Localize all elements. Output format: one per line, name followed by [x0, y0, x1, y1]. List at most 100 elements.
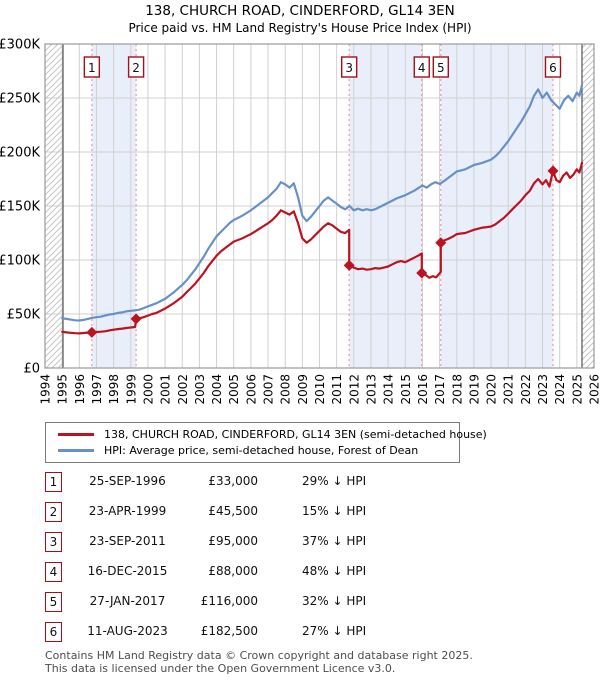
svg-text:2022: 2022 [519, 374, 533, 405]
transaction-vs-hpi: 37% ↓ HPI [302, 534, 367, 548]
svg-text:2007: 2007 [262, 374, 276, 405]
transaction-row: 1 25-SEP-1996 £33,000 29% ↓ HPI [45, 471, 565, 501]
transaction-vs-hpi: 27% ↓ HPI [302, 624, 367, 638]
svg-text:4: 4 [418, 61, 426, 75]
svg-text:2013: 2013 [364, 374, 378, 405]
transaction-date: 23-SEP-2011 [89, 534, 166, 548]
transaction-price: £33,000 [208, 474, 258, 488]
transaction-row: 6 11-AUG-2023 £182,500 27% ↓ HPI [45, 621, 565, 651]
transaction-date: 23-APR-1999 [88, 504, 167, 518]
transaction-date: 27-JAN-2017 [89, 594, 166, 608]
transaction-number-badge: 6 [45, 622, 62, 642]
transaction-price: £95,000 [208, 534, 258, 548]
no-data-hatch [45, 44, 594, 368]
legend: 138, CHURCH ROAD, CINDERFORD, GL14 3EN (… [45, 422, 487, 463]
footer-line-1: Contains HM Land Registry data © Crown c… [45, 649, 473, 662]
svg-text:2014: 2014 [382, 374, 396, 405]
legend-property-label: 138, CHURCH ROAD, CINDERFORD, GL14 3EN (… [104, 427, 487, 441]
transaction-vs-hpi: 32% ↓ HPI [302, 594, 367, 608]
transaction-price: £88,000 [208, 564, 258, 578]
svg-text:6: 6 [549, 61, 557, 75]
svg-text:1: 1 [88, 61, 96, 75]
svg-text:£50K: £50K [7, 308, 41, 323]
chart-subtitle: Price paid vs. HM Land Registry's House … [128, 21, 472, 35]
svg-text:2017: 2017 [433, 374, 447, 405]
transaction-price: £182,500 [200, 624, 258, 638]
transaction-row: 2 23-APR-1999 £45,500 15% ↓ HPI [45, 501, 565, 531]
transaction-vs-hpi: 29% ↓ HPI [302, 474, 367, 488]
svg-text:1999: 1999 [124, 374, 138, 405]
svg-text:2026: 2026 [588, 374, 600, 405]
svg-text:£300K: £300K [0, 38, 40, 53]
svg-text:1996: 1996 [73, 374, 87, 405]
transaction-date: 16-DEC-2015 [87, 564, 168, 578]
svg-text:2: 2 [132, 61, 140, 75]
legend-item-hpi: HPI: Average price, semi-detached house,… [46, 442, 459, 458]
plot-area[interactable] [45, 44, 594, 368]
svg-text:2000: 2000 [141, 374, 155, 405]
price-history-chart: 1 2 3 45 6 £0 £50K £100K £150K £200K £250K £300K 199… [0, 38, 600, 405]
svg-text:£200K: £200K [0, 146, 40, 161]
property-price-line [61, 161, 584, 335]
svg-text:2018: 2018 [450, 374, 464, 405]
svg-text:2020: 2020 [485, 374, 499, 405]
svg-text:2004: 2004 [210, 374, 224, 405]
svg-text:2011: 2011 [330, 374, 344, 405]
license-footer: Contains HM Land Registry data © Crown c… [45, 649, 585, 676]
svg-text:1994: 1994 [39, 374, 53, 405]
y-axis-labels: £0 £50K £100K £150K £200K £250K £300K [0, 38, 40, 377]
footer-line-2: This data is licensed under the Open Gov… [45, 661, 396, 675]
transaction-number-badge: 2 [45, 502, 62, 522]
svg-text:2021: 2021 [502, 374, 516, 405]
transaction-vs-hpi: 15% ↓ HPI [302, 504, 367, 518]
svg-text:2024: 2024 [553, 374, 567, 405]
svg-text:£150K: £150K [0, 200, 40, 215]
transactions-table: 1 25-SEP-1996 £33,000 29% ↓ HPI 2 23-APR… [45, 471, 565, 651]
svg-text:2012: 2012 [347, 374, 361, 405]
plot-frame [44, 43, 595, 369]
hpi-line [61, 83, 584, 322]
transaction-price: £116,000 [200, 594, 258, 608]
transaction-date: 11-AUG-2023 [87, 624, 168, 638]
transaction-price: £45,500 [208, 504, 258, 518]
svg-text:£250K: £250K [0, 92, 40, 107]
svg-text:£100K: £100K [0, 254, 40, 269]
svg-text:2025: 2025 [570, 374, 584, 405]
svg-text:5: 5 [437, 61, 445, 75]
svg-text:2003: 2003 [193, 374, 207, 405]
transaction-date: 25-SEP-1996 [89, 474, 166, 488]
svg-text:1995: 1995 [56, 374, 70, 405]
svg-text:2009: 2009 [296, 374, 310, 405]
svg-text:2015: 2015 [399, 374, 413, 405]
svg-text:2019: 2019 [467, 374, 481, 405]
transaction-number-badges: 1 2 3 45 6 [83, 56, 562, 78]
svg-text:2016: 2016 [416, 374, 430, 405]
svg-text:2023: 2023 [536, 374, 550, 405]
x-axis-labels: 1994 1995 1996 1997 1998 1999 2000 2001 2002 2003… [39, 374, 600, 405]
svg-text:2005: 2005 [227, 374, 241, 405]
svg-text:2006: 2006 [244, 374, 258, 405]
sale-points [86, 165, 559, 338]
legend-hpi-label: HPI: Average price, semi-detached house,… [104, 443, 419, 457]
legend-item-property: 138, CHURCH ROAD, CINDERFORD, GL14 3EN (… [46, 426, 487, 442]
svg-text:£0: £0 [23, 362, 40, 377]
svg-text:2010: 2010 [313, 374, 327, 405]
transaction-row: 3 23-SEP-2011 £95,000 37% ↓ HPI [45, 531, 565, 561]
transaction-row: 4 16-DEC-2015 £88,000 48% ↓ HPI [45, 561, 565, 591]
hpi-line-swatch [58, 448, 94, 452]
svg-text:2001: 2001 [159, 374, 173, 405]
chart-title: 138, CHURCH ROAD, CINDERFORD, GL14 3EN [145, 3, 455, 19]
svg-text:1997: 1997 [90, 374, 104, 405]
transaction-number-badge: 5 [45, 592, 62, 612]
property-line-swatch [58, 432, 94, 436]
transaction-number-badge: 1 [45, 472, 62, 492]
transaction-number-badge: 4 [45, 562, 62, 582]
svg-text:2002: 2002 [176, 374, 190, 405]
transaction-vs-hpi: 48% ↓ HPI [302, 564, 367, 578]
transaction-number-badge: 3 [45, 532, 62, 552]
transaction-row: 5 27-JAN-2017 £116,000 32% ↓ HPI [45, 591, 565, 621]
svg-text:2008: 2008 [279, 374, 293, 405]
svg-text:1998: 1998 [107, 374, 121, 405]
svg-text:3: 3 [345, 61, 353, 75]
